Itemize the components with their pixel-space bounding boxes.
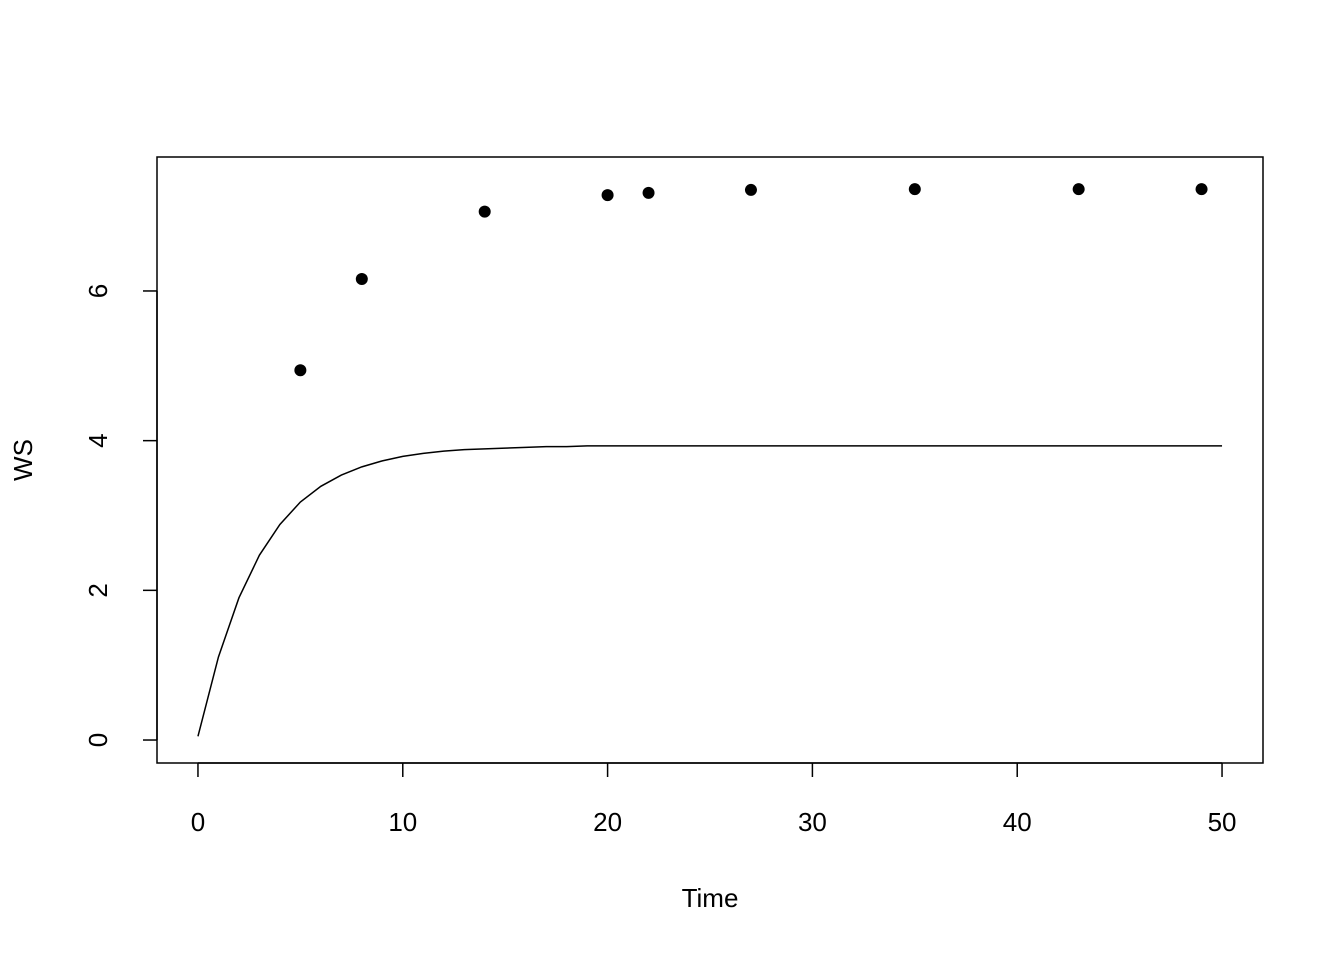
x-tick-label: 30 — [798, 807, 827, 837]
x-tick-label: 10 — [388, 807, 417, 837]
y-tick-label: 2 — [83, 583, 113, 597]
y-tick-label: 4 — [83, 433, 113, 447]
point — [1195, 183, 1208, 196]
line — [197, 445, 1223, 737]
point — [478, 205, 491, 218]
point — [744, 183, 757, 196]
y-tick-label: 0 — [83, 733, 113, 747]
point — [1072, 183, 1085, 196]
point — [908, 183, 921, 196]
point — [355, 272, 368, 285]
x-tick-label: 0 — [191, 807, 205, 837]
point — [601, 189, 614, 202]
y-axis-label: WS — [8, 439, 38, 481]
point — [294, 364, 307, 377]
x-tick-label: 50 — [1208, 807, 1237, 837]
x-tick-label: 20 — [593, 807, 622, 837]
y-tick-label: 6 — [83, 284, 113, 298]
point — [642, 186, 655, 199]
plot-frame — [156, 156, 1264, 764]
x-tick-label: 40 — [1003, 807, 1032, 837]
x-axis-label: Time — [682, 883, 739, 913]
